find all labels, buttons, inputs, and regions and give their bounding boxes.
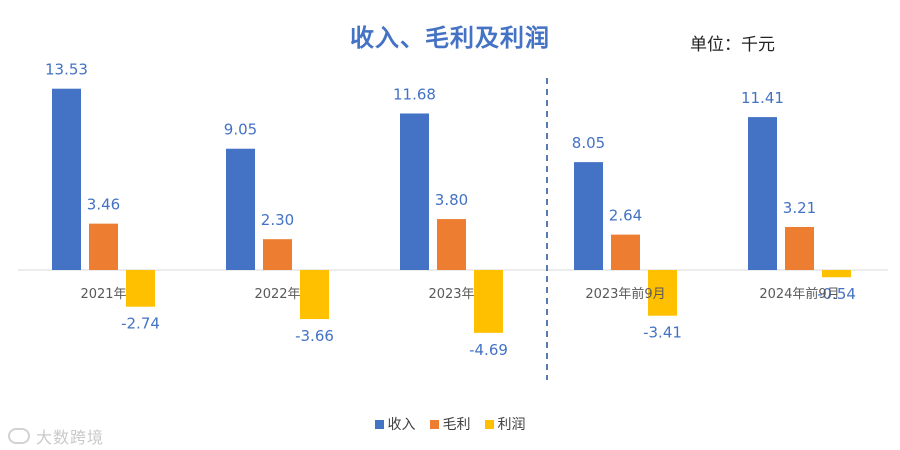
legend-item-revenue: 收入 [374,414,416,434]
bar-gross-3 [611,234,640,270]
bar-revenue-2 [400,113,429,270]
bar-profit-4 [822,270,851,278]
data-label-profit-0: -2.74 [121,315,160,333]
legend-swatch-gross [429,419,439,429]
bar-revenue-3 [574,162,603,270]
legend-item-gross: 毛利 [429,414,471,434]
bar-gross-0 [89,223,118,270]
legend: 收入 毛利 利润 [0,414,900,434]
data-label-gross-3: 2.64 [609,207,642,225]
data-label-profit-1: -3.66 [295,327,334,345]
bar-revenue-4 [748,117,777,270]
data-label-revenue-3: 8.05 [572,134,605,152]
bar-profit-3 [648,270,677,316]
legend-item-profit: 利润 [484,414,526,434]
bar-profit-1 [300,270,329,320]
category-label-1: 2022年 [254,287,300,302]
data-label-gross-2: 3.80 [435,191,468,209]
bar-gross-4 [785,226,814,270]
category-label-3: 2023年前9月 [585,286,665,302]
legend-label-revenue: 收入 [387,417,416,433]
data-label-revenue-1: 9.05 [224,121,257,139]
data-label-gross-4: 3.21 [783,199,816,217]
data-label-profit-3: -3.41 [643,324,682,342]
watermark-text: 大数跨境 [36,428,105,447]
chart-title: 收入、毛利及利润 [350,24,550,52]
watermark-logo-icon [8,428,30,444]
bar-revenue-1 [226,148,255,270]
data-label-profit-2: -4.69 [469,341,508,359]
legend-label-gross: 毛利 [442,417,471,433]
data-label-revenue-4: 11.41 [741,89,784,107]
bar-profit-0 [126,270,155,307]
bar-profit-2 [474,270,503,333]
category-label-4: 2024年前9月 [759,286,839,302]
data-label-profit-4: -0.54 [817,285,856,303]
watermark: 大数跨境 [8,424,104,448]
bar-gross-1 [263,239,292,270]
legend-swatch-revenue [374,419,384,429]
bar-gross-2 [437,219,466,270]
data-label-gross-1: 2.30 [261,211,294,229]
legend-label-profit: 利润 [497,417,526,433]
legend-swatch-profit [484,419,494,429]
data-label-revenue-2: 11.68 [393,85,436,103]
data-label-gross-0: 3.46 [87,196,120,214]
category-label-2: 2023年 [428,287,474,302]
bar-revenue-0 [52,88,81,270]
unit-label: 单位：千元 [690,35,775,55]
category-label-0: 2021年 [80,287,126,302]
data-label-revenue-0: 13.53 [45,61,88,79]
